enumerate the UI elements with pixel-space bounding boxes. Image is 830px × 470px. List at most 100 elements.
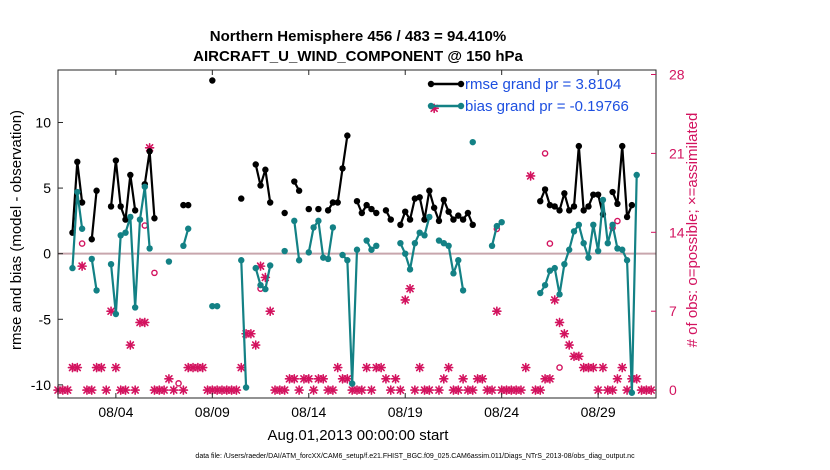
bias-point	[590, 221, 597, 229]
bias-point	[537, 289, 544, 297]
y2-tick-label: 7	[669, 303, 677, 319]
obs-assimilated-marker	[574, 351, 584, 362]
obs-possible-marker	[556, 364, 563, 371]
obs-assimilated-marker	[159, 385, 169, 395]
bias-point	[320, 254, 327, 261]
obs-assimilated-marker	[593, 385, 603, 395]
obs-assimilated-marker	[303, 374, 314, 384]
bias-point	[623, 257, 631, 264]
bias-point	[281, 247, 288, 255]
rmse-point	[93, 187, 100, 194]
rmse-point	[546, 201, 554, 209]
obs-assimilated-marker	[564, 340, 574, 350]
bias-point	[426, 213, 433, 221]
obs-assimilated-marker	[439, 374, 449, 384]
legend-bias-marker	[457, 102, 465, 110]
obs-assimilated-marker	[458, 374, 468, 384]
bias-point	[112, 310, 120, 318]
rmse-point	[570, 203, 578, 210]
data-file-footer: data file: /Users/raeder/DAI/ATM_forcXX/…	[195, 453, 635, 460]
obs-assimilated-marker	[168, 385, 179, 395]
obs-assimilated-marker	[101, 385, 112, 395]
rmse-point	[575, 142, 583, 150]
obs-assimilated-marker	[453, 385, 464, 395]
rmse-point	[455, 212, 462, 219]
bias-series-line	[90, 258, 98, 291]
bias-point	[561, 260, 568, 268]
bias-point	[421, 232, 428, 239]
obs-assimilated-marker	[631, 374, 642, 384]
obs-possible-marker	[151, 269, 158, 277]
bias-point	[185, 225, 192, 232]
y-tick-label: 5	[43, 180, 51, 196]
obs-assimilated-marker	[77, 261, 87, 271]
rmse-point	[426, 187, 433, 194]
bias-point	[348, 380, 356, 387]
rmse-point	[238, 195, 245, 202]
bias-point	[585, 254, 592, 261]
bias-series-line	[307, 219, 334, 261]
bias-point	[368, 246, 375, 253]
rmse-point	[565, 207, 573, 214]
rmse-point	[402, 208, 409, 215]
obs-assimilated-marker	[279, 385, 290, 395]
obs-assimilated-marker	[231, 385, 242, 395]
rmse-point	[406, 216, 414, 223]
obs-possible-marker	[541, 150, 549, 157]
y2-axis-label: # of obs: o=possible; ×=assimilated	[684, 113, 701, 348]
rmse-point	[88, 236, 95, 243]
rmse-point	[74, 158, 81, 166]
y2-tick-label: 14	[669, 224, 685, 240]
bias-point	[165, 258, 173, 265]
bias-point	[599, 196, 607, 204]
obs-assimilated-marker	[405, 283, 415, 294]
rmse-point	[556, 207, 563, 214]
obs-assimilated-marker	[164, 374, 174, 384]
obs-assimilated-marker	[250, 340, 261, 350]
rmse-point	[382, 207, 390, 214]
bias-point	[556, 291, 563, 298]
obs-assimilated-marker	[294, 385, 304, 395]
bias-point	[498, 218, 505, 226]
rmse-point	[594, 191, 602, 198]
legend-rmse-label: rmse grand pr = 3.8104	[465, 76, 621, 93]
obs-assimilated-marker	[400, 295, 411, 305]
y-tick-label: 0	[43, 246, 51, 262]
legend-bias-marker	[427, 102, 435, 110]
bias-point	[609, 221, 616, 229]
obs-assimilated-marker	[487, 385, 497, 395]
obs-assimilated-marker	[96, 362, 107, 373]
rmse-point	[411, 195, 419, 202]
bias-point	[131, 304, 139, 311]
rmse-point	[257, 182, 264, 189]
obs-possible-marker	[175, 380, 182, 387]
rmse-point	[112, 157, 120, 164]
rmse-point	[315, 205, 322, 213]
obs-assimilated-marker	[410, 385, 420, 395]
bias-point	[180, 242, 187, 250]
bias-series-line	[293, 220, 301, 261]
rmse-point	[339, 165, 346, 172]
bias-point	[344, 257, 351, 264]
obs-assimilated-marker	[385, 385, 396, 395]
rmse-point	[464, 209, 472, 217]
y-axis-left: -10 -5 0 5 10	[31, 114, 63, 393]
bias-point	[141, 183, 149, 190]
bias-point	[416, 229, 423, 236]
y-tick-label: 10	[35, 114, 51, 130]
rmse-point	[397, 221, 404, 229]
bias-point	[575, 221, 583, 229]
title-group: Northern Hemisphere 456 / 483 = 94.410% …	[193, 28, 523, 65]
obs-assimilated-marker	[414, 362, 425, 373]
rmse-point	[131, 207, 139, 214]
x-axis: 08/04 08/09 08/14 08/19 08/24 08/29	[98, 70, 616, 420]
bias-point	[614, 245, 621, 252]
rmse-point	[590, 191, 597, 198]
bias-point	[493, 222, 501, 230]
obs-assimilated-marker	[120, 385, 131, 395]
obs-assimilated-marker	[559, 328, 570, 339]
bias-series-line	[341, 249, 359, 385]
bias-point	[551, 264, 558, 272]
bias-point	[69, 264, 76, 272]
obs-assimilated-marker	[492, 306, 502, 317]
